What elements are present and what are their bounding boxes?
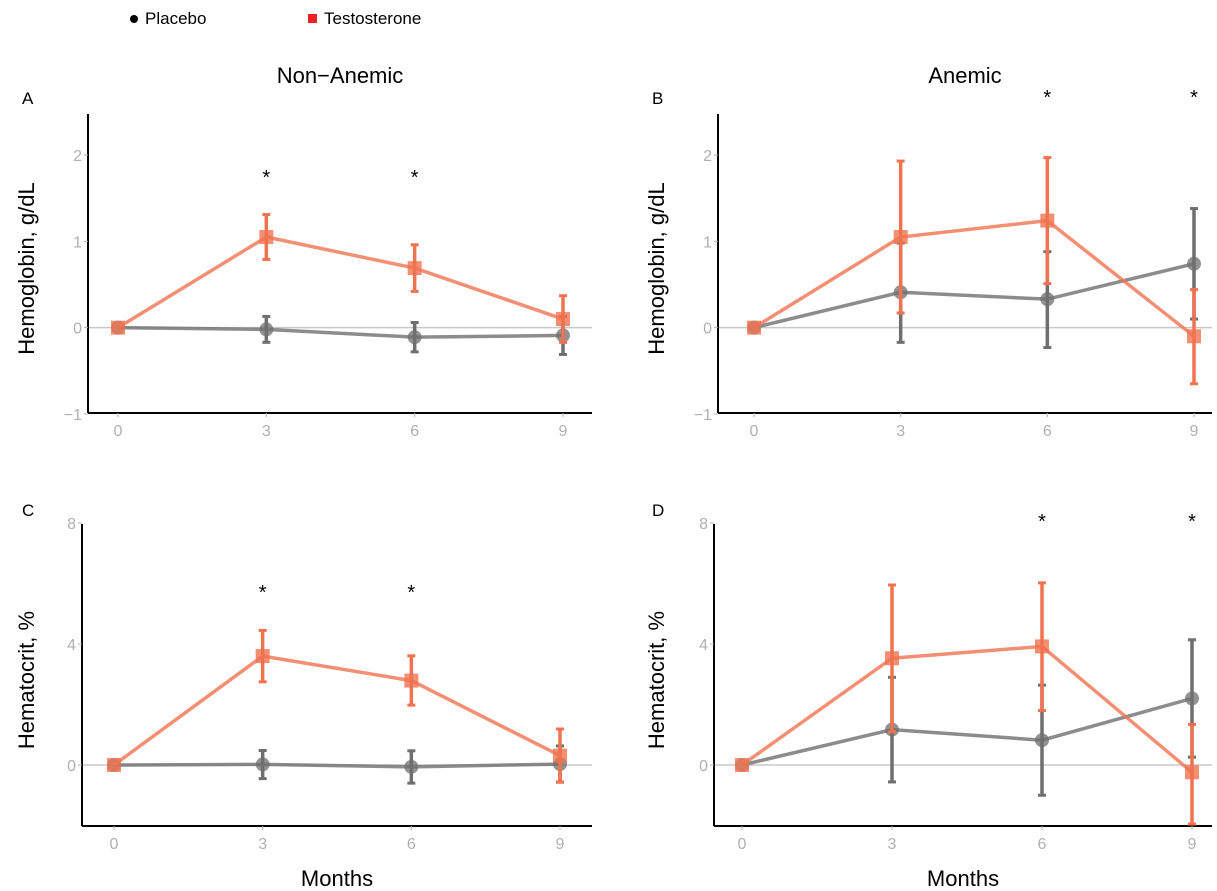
panel-d-testosterone-point [735,758,749,772]
panel-b-x-tick-label: 0 [750,423,759,440]
legend-item-testosterone: Testosterone [308,9,421,29]
panel-c-x-axis-label: Months [301,866,373,891]
panel-d-placebo-point [1035,733,1049,748]
panel-a-testosterone-point [556,312,570,327]
panel-d-x-axis-label: Months [927,866,999,891]
testosterone-marker-icon [308,14,317,24]
panel-b-testosterone-point [893,230,908,245]
panel-c-placebo-point [404,759,419,774]
panel-c-testosterone-point [107,758,121,772]
panel-b-significance-mark: * [1043,87,1051,109]
panel-b-testosterone-point [1040,213,1055,228]
panel-d-significance-mark: * [1038,511,1046,533]
panel-b-y-tick-label: −1 [694,407,712,424]
panel-b-placebo-line [753,262,1195,330]
legend-item-placebo: Placebo [130,9,206,29]
panel-c-x-tick-label: 6 [407,836,416,853]
panel-b-y-tick-label: 2 [703,148,712,165]
panel-c-testosterone-point [255,649,270,664]
placebo-marker-icon [130,14,138,23]
panel-b-y-axis-label: Hemoglobin, g/dL [644,182,669,354]
panel-d-testosterone-point [885,651,899,666]
panel-c-y-axis-label: Hematocrit, % [14,611,39,749]
panel-d-x-tick-label: 9 [1188,836,1197,853]
panel-d-significance-mark: * [1188,511,1196,533]
panel-a-x-tick-label: 9 [559,423,568,440]
panel-c-placebo-point [255,757,270,772]
panel-d-letter: D [652,501,664,520]
panel-a-y-tick-label: −1 [64,407,82,424]
panel-d-x-tick-label: 6 [1038,836,1047,853]
panel-c-y-tick-label: 8 [67,516,76,533]
panel-a-placebo-point [259,322,274,337]
panel-a-y-tick-label: 0 [73,321,82,338]
panel-a-testosterone-line [117,235,564,330]
panel-d-placebo-line [741,696,1193,767]
panel-c-y-tick-label: 0 [67,758,76,775]
panel-a-x-tick-label: 3 [262,423,271,440]
panel-b-testosterone-point [1187,329,1201,344]
panel-b-y-tick-label: 0 [703,321,712,338]
panel-b-y-tick-label: 1 [703,234,712,251]
panel-a-y-tick-label: 2 [73,148,82,165]
panel-a-y-tick-label: 1 [73,234,82,251]
panel-b-significance-mark: * [1190,87,1198,109]
panel-c-x-tick-label: 9 [556,836,565,853]
panel-b-letter: B [652,89,663,108]
panel-a-x-tick-label: 6 [410,423,419,440]
panel-d-y-tick-label: 4 [699,637,708,654]
panel-c-x-tick-label: 3 [258,836,267,853]
panel-b-title: Anemic [928,63,1001,88]
panel-c-letter: C [22,501,34,520]
panel-a-y-axis-label: Hemoglobin, g/dL [14,182,39,354]
panel-d-testosterone-point [1185,765,1199,780]
panel-b-x-tick-label: 6 [1043,423,1052,440]
panel-a-placebo-point [407,330,422,345]
panel-a-title: Non−Anemic [277,63,404,88]
panel-d-y-tick-label: 0 [699,758,708,775]
panel-d-x-tick-label: 3 [888,836,897,853]
panel-b-testosterone-line [753,218,1196,338]
panel-c-testosterone-point [553,748,567,763]
panel-b-x-tick-label: 9 [1190,423,1199,440]
legend-label-testosterone: Testosterone [324,9,422,28]
panel-c-significance-mark: * [407,582,415,604]
panel-b-x-tick-label: 3 [896,423,905,440]
panel-d-y-axis-label: Hematocrit, % [644,611,669,749]
panel-a-significance-mark: * [411,167,419,189]
panel-a-testosterone-point [407,261,422,276]
panel-d-placebo-point [1185,691,1199,706]
panel-c-testosterone-point [404,673,419,688]
panel-d-testosterone-line [740,644,1194,774]
panel-b-placebo-point [1040,292,1055,307]
legend-label-placebo: Placebo [145,9,207,28]
panel-a-x-tick-label: 0 [114,423,123,440]
panel-a-placebo-line [117,325,564,339]
panel-a-testosterone-point [111,320,125,335]
panel-b-placebo-point [1187,256,1201,271]
panel-d-y-tick-label: 8 [699,516,708,533]
panel-d-x-tick-label: 0 [738,836,747,853]
panel-b-testosterone-point [747,320,761,335]
panel-c-significance-mark: * [259,582,267,604]
panel-a-letter: A [22,89,34,108]
panel-c-placebo-line [113,762,561,769]
panel-c-y-tick-label: 4 [67,637,76,654]
panel-a-testosterone-point [259,230,274,245]
panel-d-testosterone-point [1035,639,1049,654]
legend: Placebo Testosterone [0,9,500,39]
panel-c-testosterone-line [112,654,561,767]
panel-c-x-tick-label: 0 [110,836,119,853]
panel-a-significance-mark: * [262,167,270,189]
